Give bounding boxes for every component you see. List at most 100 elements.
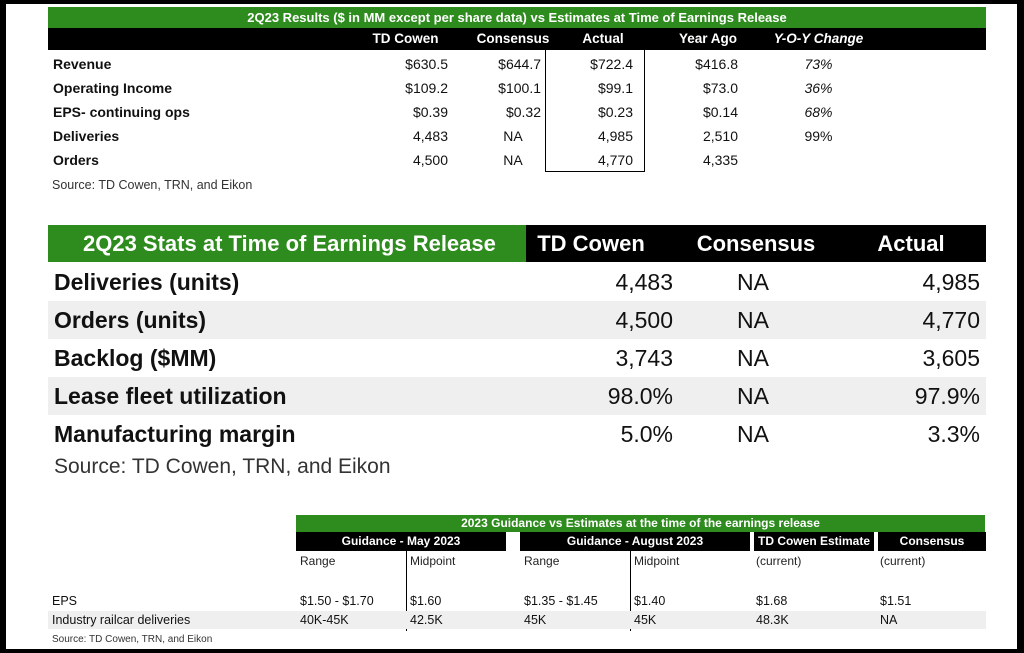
cell-actual: 4,985 xyxy=(922,269,980,295)
cell-consensus: NA xyxy=(737,269,769,295)
divider xyxy=(406,551,407,631)
cell-consensus: $100.1 xyxy=(498,80,541,96)
cell-year-ago: $73.0 xyxy=(702,80,738,96)
row-label: Deliveries xyxy=(53,128,120,144)
cell-august-range: $1.35 - $1.45 xyxy=(524,594,598,608)
results-table-source: Source: TD Cowen, TRN, and Eikon xyxy=(52,178,253,192)
table-row: Manufacturing margin 5.0% NA 3.3% xyxy=(48,415,986,453)
cell-td-cowen: 3,743 xyxy=(615,345,673,371)
cell-year-ago: 2,510 xyxy=(702,128,738,144)
cell-consensus: NA xyxy=(737,383,769,409)
cell-td-cowen: $630.5 xyxy=(405,56,448,72)
header-yoy-change: Y-O-Y Change xyxy=(773,31,864,46)
row-label: Backlog ($MM) xyxy=(54,345,217,371)
stats-table-header: TD Cowen Consensus Actual xyxy=(526,225,986,262)
subheader-range: Range xyxy=(524,554,560,568)
cell-actual: $99.1 xyxy=(597,80,633,96)
subheader-current: (current) xyxy=(880,554,926,568)
table-row: Orders 4,500 NA 4,770 4,335 xyxy=(48,148,986,172)
header-consensus: Consensus xyxy=(476,31,550,46)
cell-actual: $0.23 xyxy=(597,104,633,120)
row-label: Lease fleet utilization xyxy=(54,383,287,409)
cell-td-cowen: 4,500 xyxy=(412,152,448,168)
table-row: Industry railcar deliveries 40K-45K 42.5… xyxy=(48,611,986,629)
subheader-midpoint: Midpoint xyxy=(634,554,680,568)
cell-august-midpoint: 45K xyxy=(634,613,657,627)
row-label: Industry railcar deliveries xyxy=(52,613,191,627)
group-guidance-august: Guidance - August 2023 xyxy=(520,532,750,551)
report-canvas: 2Q23 Results ($ in MM except per share d… xyxy=(6,4,1017,649)
cell-actual: 3,605 xyxy=(922,345,980,371)
subheader-midpoint: Midpoint xyxy=(410,554,456,568)
row-label: Operating Income xyxy=(53,80,173,96)
cell-td-cowen-estimate: 48.3K xyxy=(756,613,789,627)
cell-consensus: NA xyxy=(737,307,769,333)
cell-td-cowen: 5.0% xyxy=(620,421,673,447)
cell-td-cowen: 4,500 xyxy=(615,307,673,333)
cell-td-cowen: 98.0% xyxy=(607,383,673,409)
subheader-range: Range xyxy=(300,554,336,568)
cell-august-range: 45K xyxy=(524,613,547,627)
table-row: EPS $1.50 - $1.70 $1.60 $1.35 - $1.45 $1… xyxy=(48,592,986,610)
header-actual: Actual xyxy=(877,231,945,256)
cell-may-midpoint: $1.60 xyxy=(410,594,442,608)
actual-column-box xyxy=(545,50,645,172)
row-label: Revenue xyxy=(53,56,112,72)
subheader-current: (current) xyxy=(756,554,802,568)
table-row: Deliveries (units) 4,483 NA 4,985 xyxy=(48,263,986,301)
results-table-title: 2Q23 Results ($ in MM except per share d… xyxy=(48,7,986,28)
guidance-table-source: Source: TD Cowen, TRN, and Eikon xyxy=(52,634,213,645)
cell-td-cowen: 4,483 xyxy=(412,128,448,144)
cell-consensus: NA xyxy=(737,421,769,447)
cell-year-ago: 4,335 xyxy=(702,152,738,168)
cell-consensus: $644.7 xyxy=(498,56,541,72)
header-td-cowen: TD Cowen xyxy=(537,231,645,256)
cell-may-range: 40K-45K xyxy=(300,613,349,627)
cell-yoy-change: 99% xyxy=(804,128,833,144)
header-year-ago: Year Ago xyxy=(678,31,738,46)
row-label: Manufacturing margin xyxy=(54,421,296,447)
row-label: EPS- continuing ops xyxy=(53,104,190,120)
cell-may-midpoint: 42.5K xyxy=(410,613,443,627)
cell-actual: 4,985 xyxy=(597,128,633,144)
results-table-header: TD Cowen Consensus Actual Year Ago Y-O-Y… xyxy=(48,28,986,50)
cell-yoy-change: 73% xyxy=(804,56,833,72)
cell-actual: $722.4 xyxy=(590,56,633,72)
row-label: Orders xyxy=(53,152,99,168)
table-row: Backlog ($MM) 3,743 NA 3,605 xyxy=(48,339,986,377)
row-label: Deliveries (units) xyxy=(54,269,240,295)
cell-td-cowen: $109.2 xyxy=(405,80,448,96)
header-actual: Actual xyxy=(582,31,624,46)
cell-year-ago: $0.14 xyxy=(702,104,738,120)
cell-td-cowen: 4,483 xyxy=(615,269,673,295)
cell-august-midpoint: $1.40 xyxy=(634,594,666,608)
cell-year-ago: $416.8 xyxy=(695,56,738,72)
cell-actual: 4,770 xyxy=(597,152,633,168)
cell-consensus: $0.32 xyxy=(505,104,541,120)
header-td-cowen: TD Cowen xyxy=(372,31,439,46)
cell-yoy-change xyxy=(761,148,876,172)
table-row: Revenue $630.5 $644.7 $722.4 $416.8 73% xyxy=(48,52,986,76)
cell-consensus: NA xyxy=(880,613,898,627)
cell-consensus: NA xyxy=(503,128,523,144)
divider xyxy=(630,551,631,631)
header-consensus: Consensus xyxy=(696,231,816,256)
stats-table-title: 2Q23 Stats at Time of Earnings Release xyxy=(48,225,526,262)
cell-consensus: $1.51 xyxy=(880,594,912,608)
cell-actual: 3.3% xyxy=(927,421,980,447)
cell-td-cowen-estimate: $1.68 xyxy=(756,594,788,608)
cell-td-cowen: $0.39 xyxy=(412,104,448,120)
cell-actual: 97.9% xyxy=(914,383,980,409)
row-label: Orders (units) xyxy=(54,307,207,333)
group-consensus: Consensus xyxy=(878,532,986,551)
table-row: Deliveries 4,483 NA 4,985 2,510 99% xyxy=(48,124,986,148)
group-td-cowen-estimate: TD Cowen Estimate xyxy=(754,532,874,551)
cell-yoy-change: 36% xyxy=(804,80,833,96)
table-row: Lease fleet utilization 98.0% NA 97.9% xyxy=(48,377,986,415)
table-row: Orders (units) 4,500 NA 4,770 xyxy=(48,301,986,339)
table-row: EPS- continuing ops $0.39 $0.32 $0.23 $0… xyxy=(48,100,986,124)
group-guidance-may: Guidance - May 2023 xyxy=(296,532,506,551)
cell-yoy-change: 68% xyxy=(804,104,833,120)
table-row: Operating Income $109.2 $100.1 $99.1 $73… xyxy=(48,76,986,100)
stats-table-source: Source: TD Cowen, TRN, and Eikon xyxy=(54,455,391,478)
